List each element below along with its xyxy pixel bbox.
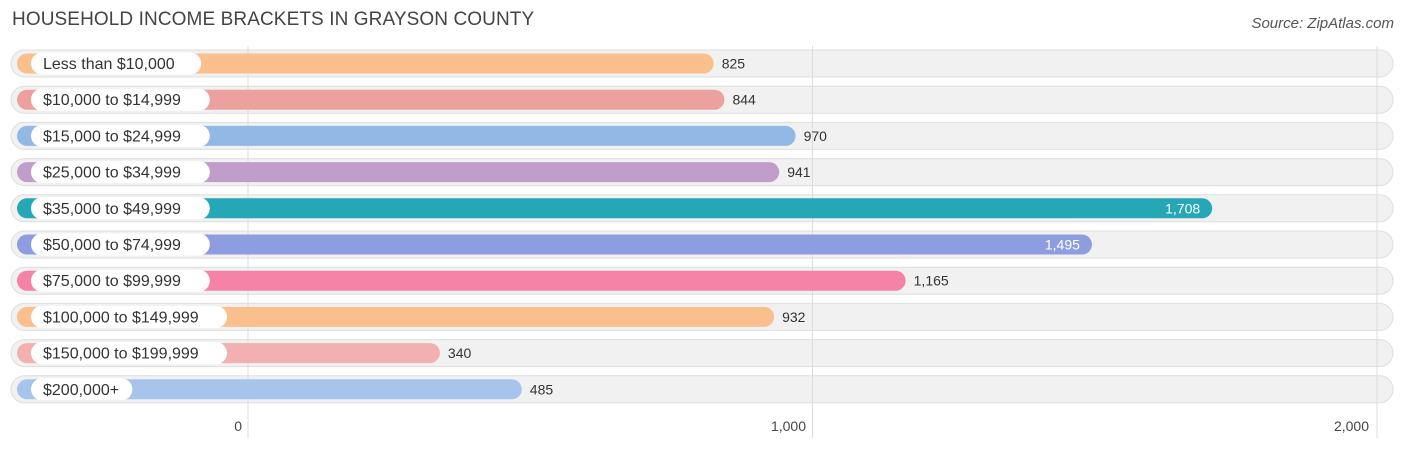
category-pill [31,233,210,256]
bar [17,125,796,146]
category-pill [31,342,227,365]
x-tick-label: 1,000 [771,418,806,434]
category-label: $50,000 to $74,999 [43,237,181,254]
category-pill [31,161,210,184]
category-label: $35,000 to $49,999 [43,201,181,218]
bar-group: $50,000 to $74,999 1,495 [17,233,1092,256]
bar-group: $100,000 to $149,999 932 [17,305,806,328]
bar [17,234,1092,255]
bar-group: $25,000 to $34,999 941 [17,161,811,184]
bar [17,270,906,291]
value-label: 1,708 [1165,200,1200,216]
bar-group: $15,000 to $24,999 970 [17,124,828,147]
category-label: $150,000 to $199,999 [43,346,199,363]
value-label: 340 [448,345,472,361]
bar-group: $150,000 to $199,999 340 [17,342,472,365]
category-label: $100,000 to $149,999 [43,309,199,326]
value-label: 1,165 [914,273,949,289]
value-label: 941 [787,164,811,180]
category-pill [31,378,133,401]
category-pill [31,88,210,111]
category-label: $25,000 to $34,999 [43,165,181,182]
category-pill [31,124,210,147]
value-label: 844 [732,92,756,108]
value-label: 1,495 [1045,237,1080,253]
bars: Less than $10,000 825 $10,000 to $14,999 84… [17,52,1213,401]
category-label: Less than $10,000 [43,56,175,73]
x-axis-ticks: 0 1,000 2,000 [234,418,1369,434]
value-label: 970 [804,128,828,144]
value-label: 932 [782,309,806,325]
x-tick-label: 0 [234,418,242,434]
bar-group: $75,000 to $99,999 1,165 [17,269,949,292]
bar-group: $10,000 to $14,999 844 [17,88,756,111]
category-pill [31,269,210,292]
chart-title: HOUSEHOLD INCOME BRACKETS IN GRAYSON COU… [12,9,535,30]
x-tick-label: 2,000 [1334,418,1369,434]
category-label: $15,000 to $24,999 [43,128,181,145]
value-label: 825 [722,56,746,72]
bar-group: Less than $10,000 825 [17,52,746,75]
category-pill [31,197,210,220]
bar [17,379,522,400]
category-label: $75,000 to $99,999 [43,273,181,290]
value-label: 485 [530,381,554,397]
bar-group: $35,000 to $49,999 1,708 [17,197,1213,220]
source-credit: Source: ZipAtlas.com [1251,15,1394,32]
category-pill [31,52,202,75]
category-label: $10,000 to $14,999 [43,92,181,109]
bar [17,198,1213,219]
category-pill [31,305,227,328]
bar-group: $200,000+ 485 [17,378,554,401]
category-label: $200,000+ [43,382,119,399]
